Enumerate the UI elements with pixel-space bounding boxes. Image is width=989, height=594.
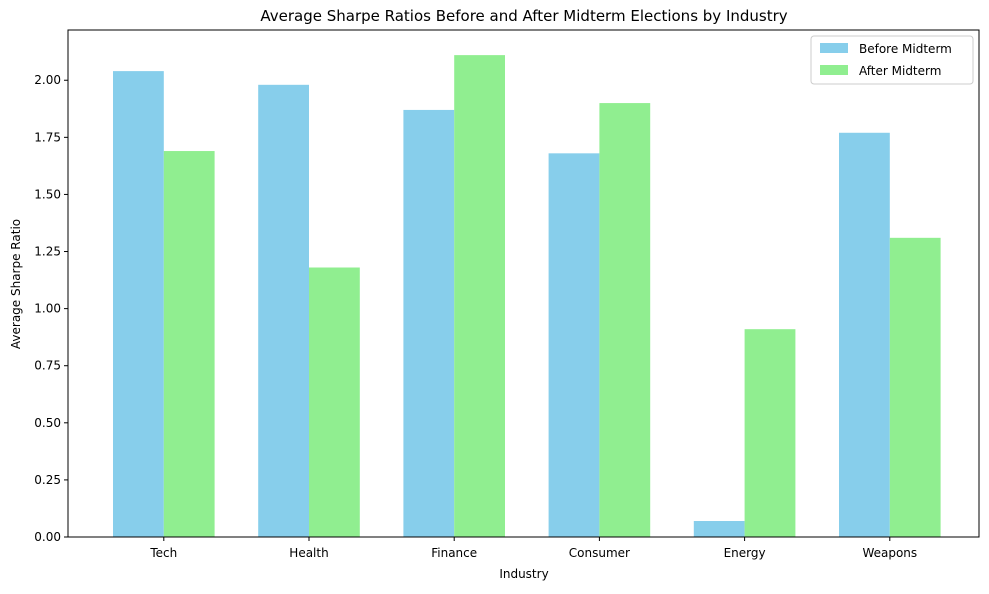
bar-before-energy (693, 521, 745, 537)
y-tick-label: 0.50 (34, 416, 61, 430)
x-axis-label: Industry (499, 567, 548, 581)
x-tick-label-tech: Tech (149, 546, 177, 560)
y-axis-label: Average Sharpe Ratio (9, 219, 23, 349)
y-tick-label: 0.25 (34, 473, 61, 487)
bar-before-consumer (548, 153, 600, 537)
y-tick-label: 0.75 (34, 359, 61, 373)
bar-after-energy (744, 329, 796, 537)
bar-after-finance (454, 55, 505, 538)
bar-after-weapons (889, 237, 941, 537)
y-tick-label: 2.00 (34, 73, 61, 87)
y-tick-label: 1.75 (34, 130, 61, 144)
x-tick-label-consumer: Consumer (569, 546, 630, 560)
bars-layer (113, 55, 941, 538)
x-tick-label-health: Health (289, 546, 328, 560)
y-tick-label: 0.00 (34, 530, 61, 544)
legend-swatch-before (820, 43, 848, 53)
axes-layer: 0.00 0.25 0.50 0.75 1.00 1.25 1.50 1.75 2.00 Tech… (34, 29, 980, 560)
x-tick-label-energy: Energy (724, 546, 766, 560)
chart-title: Average Sharpe Ratios Before and After M… (260, 7, 787, 25)
x-tick-label-finance: Finance (431, 546, 477, 560)
bar-after-health (309, 267, 360, 537)
legend: Before Midterm After Midterm (810, 35, 974, 85)
bar-after-tech (163, 151, 215, 538)
y-tick-label: 1.50 (34, 187, 61, 201)
legend-box (810, 35, 974, 85)
bar-before-weapons (839, 132, 890, 537)
bar-after-consumer (599, 103, 651, 537)
bar-before-finance (403, 109, 455, 538)
legend-label-before: Before Midterm (859, 42, 952, 56)
bar-before-health (258, 84, 309, 537)
y-tick-label: 1.25 (34, 245, 61, 259)
legend-label-after: After Midterm (859, 64, 941, 78)
x-tick-label-weapons: Weapons (862, 546, 917, 560)
bar-before-tech (113, 71, 164, 538)
legend-swatch-after (820, 65, 848, 75)
plot-frame (67, 29, 980, 538)
y-tick-label: 1.00 (34, 302, 61, 316)
